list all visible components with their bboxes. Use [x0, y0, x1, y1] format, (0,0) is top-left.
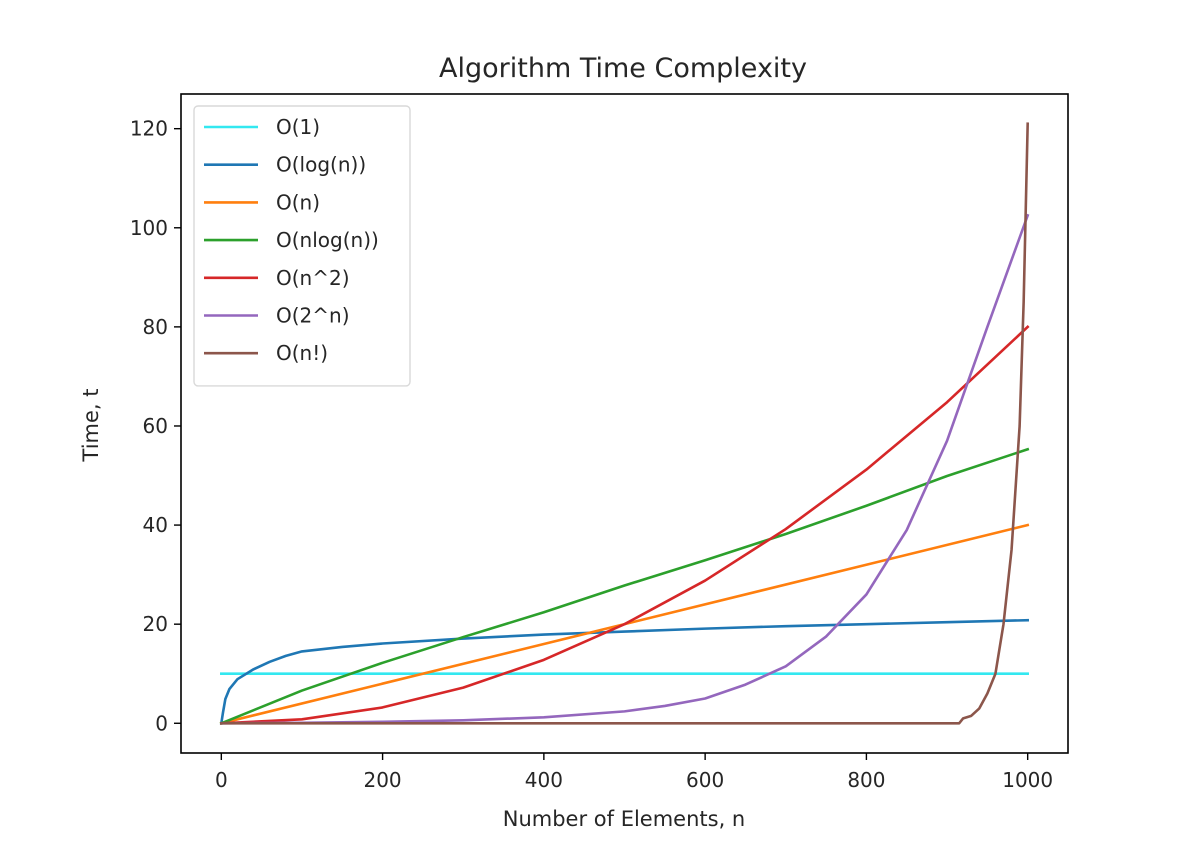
legend-label: O(log(n))	[276, 153, 366, 177]
axes-layer	[180, 93, 1069, 754]
series-line-5	[219, 325, 1030, 725]
x-tick-label: 0	[215, 768, 228, 792]
y-tick-label: 40	[143, 513, 168, 537]
legend: O(1) O(log(n)) O(n) O(nlog(n)) O(n^2) O(2^n) O…	[193, 105, 411, 387]
y-tick-label: 60	[143, 414, 168, 438]
x-tick-label: 200	[363, 768, 401, 792]
legend-label: O(n!)	[276, 341, 328, 365]
legend-label: O(1)	[276, 115, 320, 139]
y-axis-label: Time, t	[79, 389, 103, 463]
y-tick-label: 0	[155, 711, 168, 735]
y-tick-label: 80	[143, 315, 168, 339]
series-line-2	[219, 618, 1030, 725]
series-line-6	[220, 213, 1030, 725]
series-layer	[219, 122, 1030, 725]
y-tick-label: 100	[130, 216, 168, 240]
y-tick-label: 120	[130, 117, 168, 141]
y-tick-label: 20	[143, 612, 168, 636]
x-tick-label: 800	[847, 768, 885, 792]
legend-label: O(nlog(n))	[276, 228, 379, 252]
chart-title: Algorithm Time Complexity	[439, 53, 807, 84]
series-line-7	[220, 122, 1030, 725]
legend-label: O(2^n)	[276, 304, 350, 328]
legend-label: O(n^2)	[276, 266, 350, 290]
series-line-4	[219, 447, 1030, 725]
x-tick-label: 1000	[1002, 768, 1053, 792]
legend-label: O(n)	[276, 190, 320, 214]
x-tick-label: 600	[686, 768, 724, 792]
axes-frame	[180, 93, 1069, 754]
x-axis-label: Number of Elements, n	[503, 807, 746, 831]
ticks-layer: 0 200 400 600 800 1000 0 20 40 60 80 100 120	[130, 117, 1053, 792]
x-tick-label: 400	[525, 768, 563, 792]
